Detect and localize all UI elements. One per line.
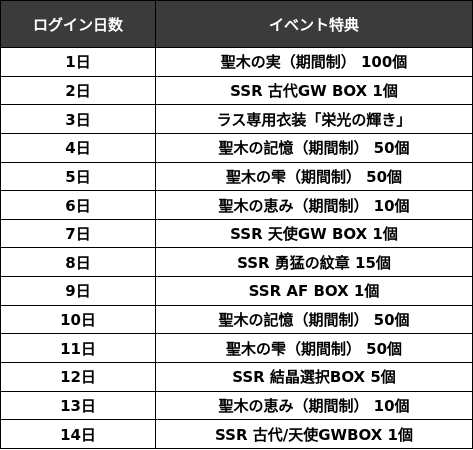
header-event-reward: イベント特典 xyxy=(155,0,473,48)
login-day-cell: 7日 xyxy=(0,218,156,249)
table-row: 5日 聖木の雫（期間制） 50個 xyxy=(0,161,473,192)
table-row: 3日 ラス専用衣装「栄光の輝き」 xyxy=(0,104,473,134)
login-day-cell: 13日 xyxy=(0,390,156,421)
reward-cell: 聖木の恵み（期間制） 10個 xyxy=(155,390,473,421)
reward-cell: SSR 結晶選択BOX 5個 xyxy=(155,362,473,392)
table-row: 11日 聖木の雫（期間制） 50個 xyxy=(0,333,473,364)
login-day-cell: 6日 xyxy=(0,190,156,220)
table-row: 4日 聖木の記憶（期間制） 50個 xyxy=(0,132,473,163)
login-day-cell: 11日 xyxy=(0,333,156,364)
reward-cell: 聖木の雫（期間制） 50個 xyxy=(155,333,473,364)
login-day-cell: 1日 xyxy=(0,47,156,77)
login-day-cell: 4日 xyxy=(0,132,156,163)
login-day-cell: 10日 xyxy=(0,304,156,335)
reward-cell: 聖木の恵み（期間制） 10個 xyxy=(155,190,473,220)
table-row: 8日 SSR 勇猛の紋章 15個 xyxy=(0,247,473,278)
login-day-cell: 2日 xyxy=(0,75,156,106)
reward-cell: SSR 古代GW BOX 1個 xyxy=(155,75,473,106)
reward-cell: ラス専用衣装「栄光の輝き」 xyxy=(155,104,473,134)
reward-cell: 聖木の実（期間制） 100個 xyxy=(155,47,473,77)
table-header-row: ログイン日数 イベント特典 xyxy=(0,0,473,48)
table-row: 14日 SSR 古代/天使GWBOX 1個 xyxy=(0,419,473,449)
reward-cell: SSR 勇猛の紋章 15個 xyxy=(155,247,473,278)
login-day-cell: 12日 xyxy=(0,362,156,392)
table-row: 7日 SSR 天使GW BOX 1個 xyxy=(0,218,473,249)
reward-cell: SSR 天使GW BOX 1個 xyxy=(155,218,473,249)
table-row: 1日 聖木の実（期間制） 100個 xyxy=(0,47,473,77)
login-day-cell: 9日 xyxy=(0,276,156,306)
reward-cell: 聖木の雫（期間制） 50個 xyxy=(155,161,473,192)
table-row: 10日 聖木の記憶（期間制） 50個 xyxy=(0,304,473,335)
login-day-cell: 5日 xyxy=(0,161,156,192)
table-row: 12日 SSR 結晶選択BOX 5個 xyxy=(0,362,473,392)
reward-cell: SSR AF BOX 1個 xyxy=(155,276,473,306)
login-day-cell: 3日 xyxy=(0,104,156,134)
reward-cell: 聖木の記憶（期間制） 50個 xyxy=(155,132,473,163)
table-row: 2日 SSR 古代GW BOX 1個 xyxy=(0,75,473,106)
table-row: 6日 聖木の恵み（期間制） 10個 xyxy=(0,190,473,220)
reward-cell: 聖木の記憶（期間制） 50個 xyxy=(155,304,473,335)
login-day-cell: 14日 xyxy=(0,419,156,449)
header-login-days: ログイン日数 xyxy=(0,0,156,48)
login-day-cell: 8日 xyxy=(0,247,156,278)
reward-cell: SSR 古代/天使GWBOX 1個 xyxy=(155,419,473,449)
table-row: 9日 SSR AF BOX 1個 xyxy=(0,276,473,306)
table-row: 13日 聖木の恵み（期間制） 10個 xyxy=(0,390,473,421)
